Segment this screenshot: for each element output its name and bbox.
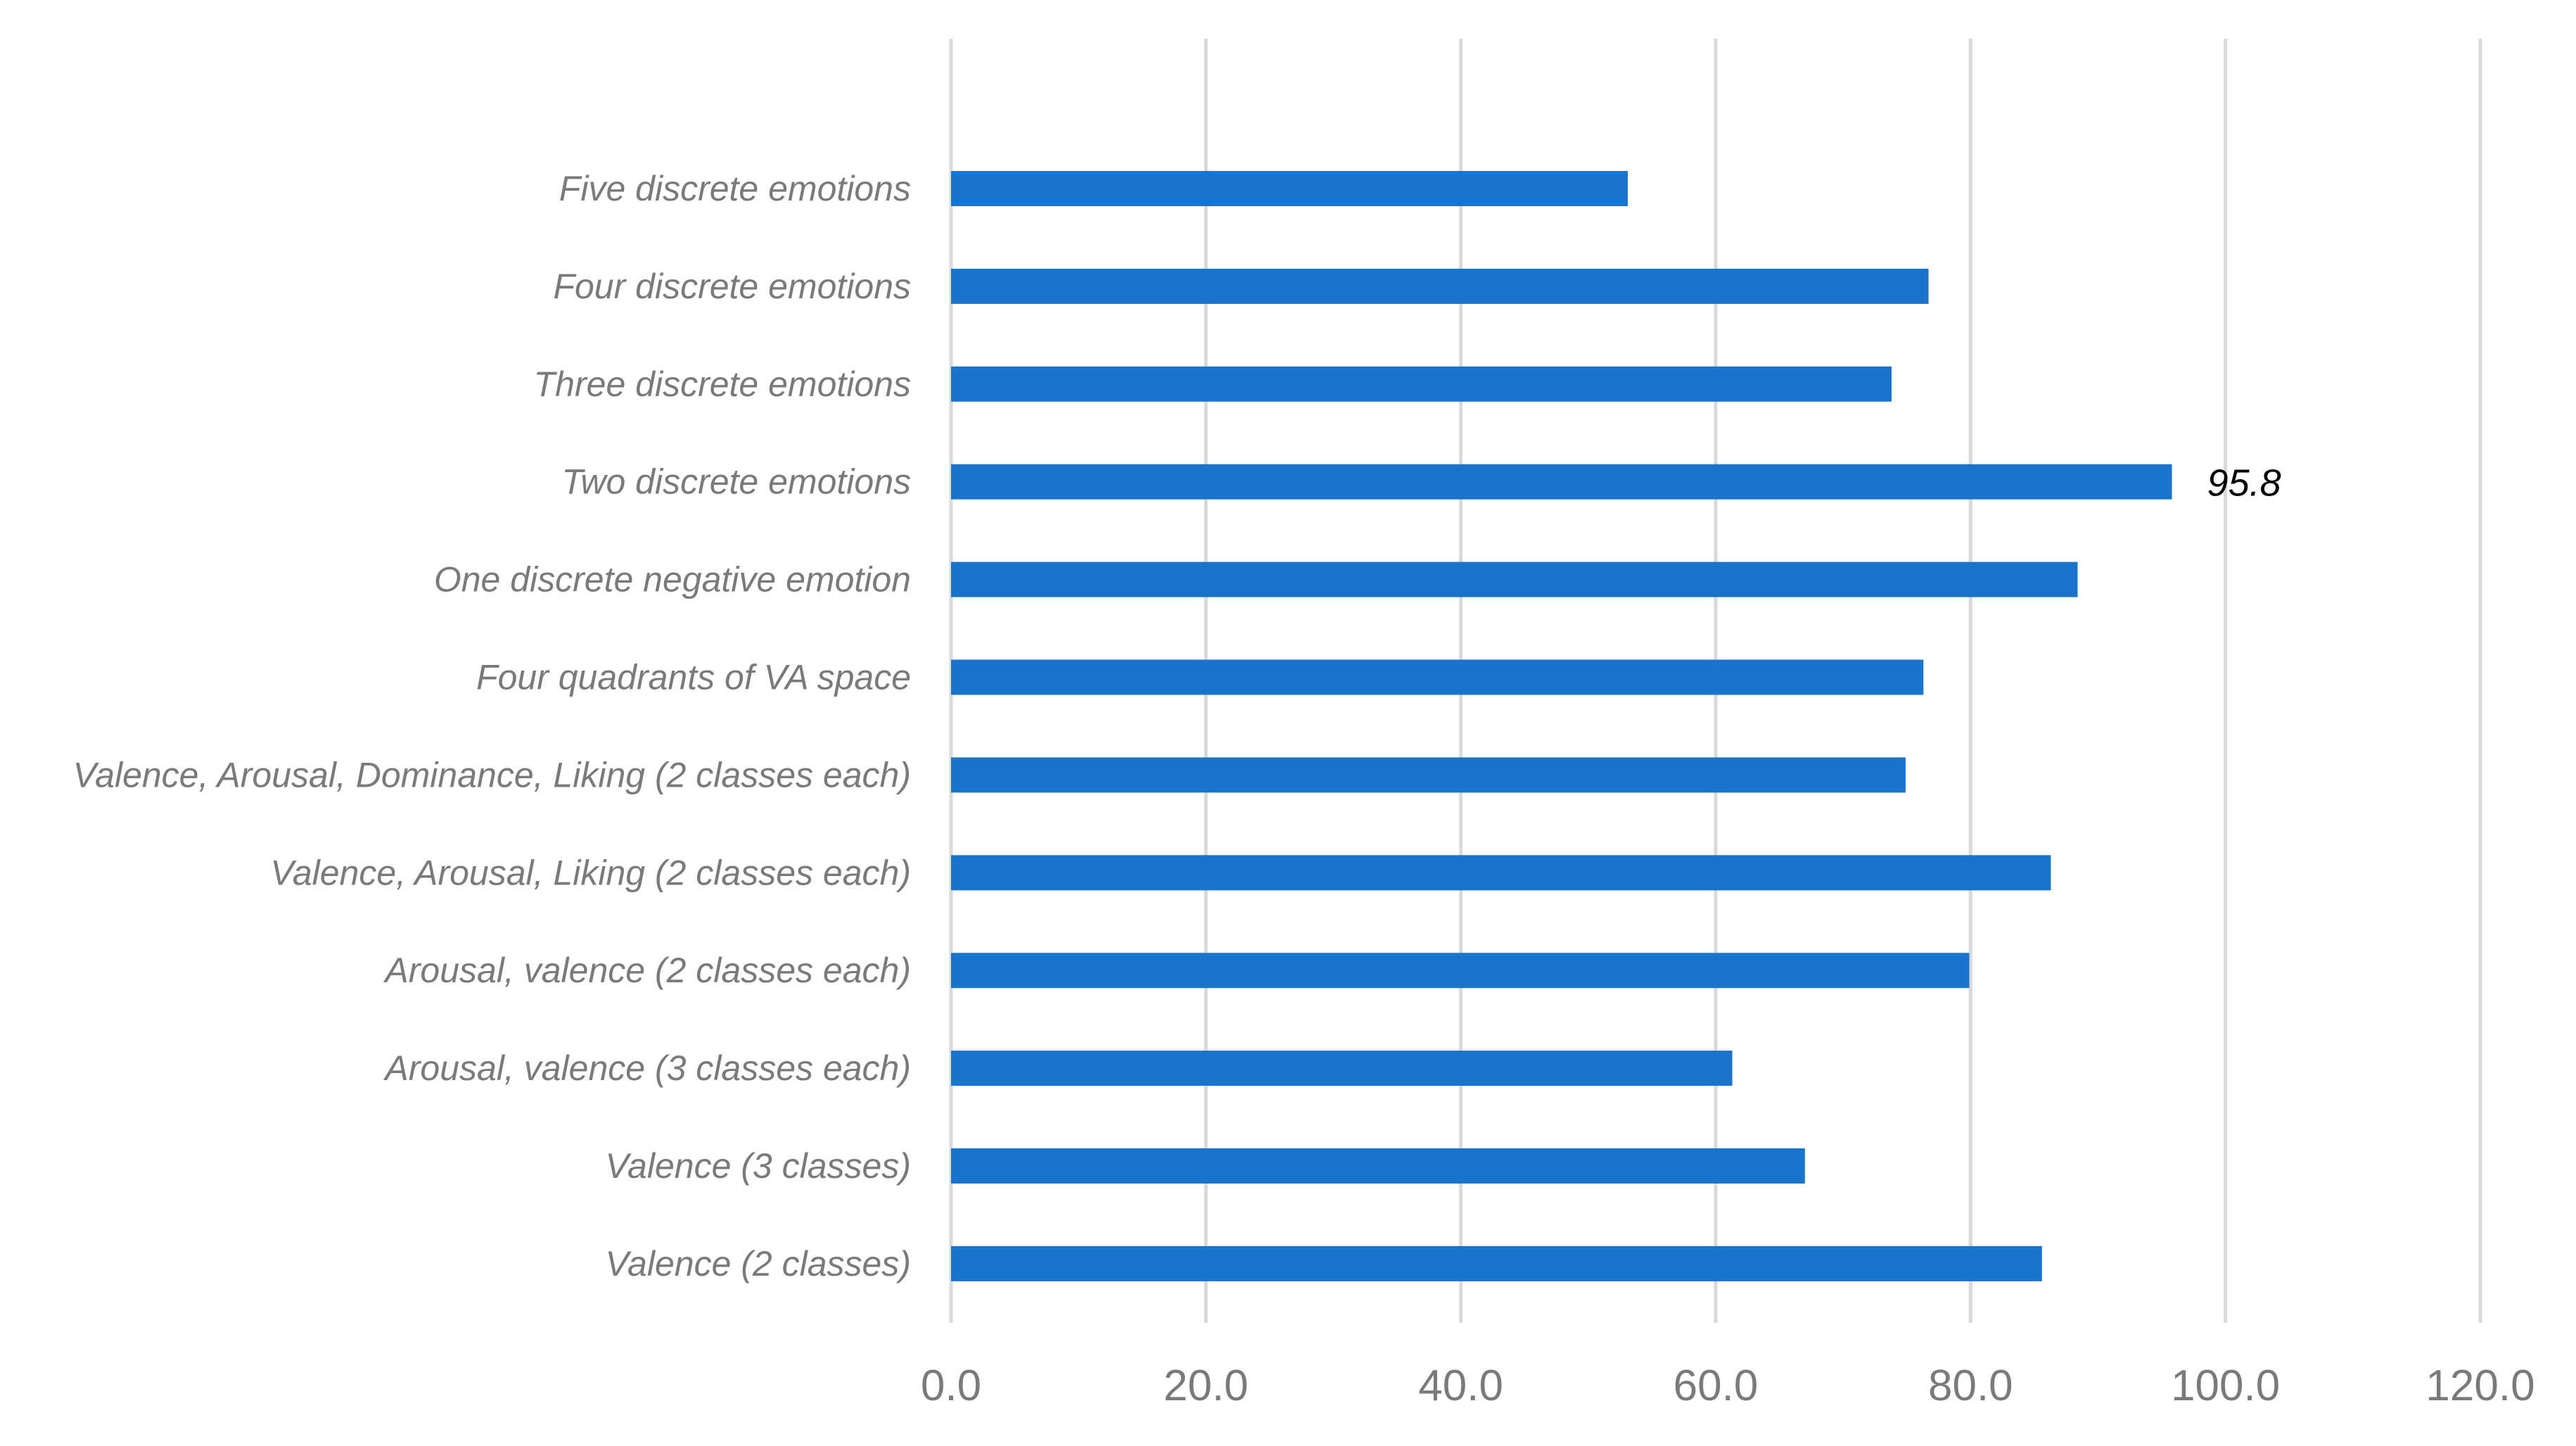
x-tick-label-60: 60.0 xyxy=(1673,1362,1759,1410)
bars xyxy=(951,171,2172,1281)
bar-4 xyxy=(951,562,2078,597)
bar-1 xyxy=(951,268,1929,304)
category-label-11: Valence (2 classes) xyxy=(606,1244,911,1283)
bar-5 xyxy=(951,659,1924,695)
category-label-10: Valence (3 classes) xyxy=(606,1146,911,1186)
bar-9 xyxy=(951,1051,1733,1086)
data-label-3: 95.8 xyxy=(2207,462,2281,505)
category-label-6: Valence, Arousal, Dominance, Liking (2 c… xyxy=(73,755,911,794)
bar-10 xyxy=(951,1148,1805,1184)
category-label-5: Four quadrants of VA space xyxy=(476,658,911,697)
x-tick-label-80: 80.0 xyxy=(1928,1362,2013,1410)
data-labels: 95.8 xyxy=(2207,462,2281,505)
bar-8 xyxy=(951,953,1970,989)
bar-6 xyxy=(951,757,1906,793)
bar-7 xyxy=(951,855,2051,891)
category-label-9: Arousal, valence (3 classes each) xyxy=(383,1048,911,1088)
x-axis-tick-labels: 0.0 20.0 40.0 60.0 80.0 100.0 120.0 xyxy=(921,1362,2535,1410)
category-label-1: Four discrete emotions xyxy=(553,267,911,306)
category-label-8: Arousal, valence (2 classes each) xyxy=(383,951,911,990)
category-label-4: One discrete negative emotion xyxy=(434,560,911,600)
x-tick-label-0: 0.0 xyxy=(921,1362,981,1410)
category-label-0: Five discrete emotions xyxy=(559,169,911,208)
bar-2 xyxy=(951,366,1892,402)
category-labels: Five discrete emotions Four discrete emot… xyxy=(73,169,911,1283)
category-label-3: Two discrete emotions xyxy=(562,462,911,502)
x-tick-label-40: 40.0 xyxy=(1418,1362,1503,1410)
bar-3 xyxy=(951,464,2172,500)
bar-11 xyxy=(951,1245,2042,1281)
category-label-2: Three discrete emotions xyxy=(534,364,911,404)
x-tick-label-120: 120.0 xyxy=(2425,1362,2534,1410)
category-label-7: Valence, Arousal, Liking (2 classes each… xyxy=(270,853,911,892)
x-tick-label-20: 20.0 xyxy=(1163,1362,1249,1410)
x-tick-label-100: 100.0 xyxy=(2171,1362,2280,1410)
bar-0 xyxy=(951,171,1628,206)
